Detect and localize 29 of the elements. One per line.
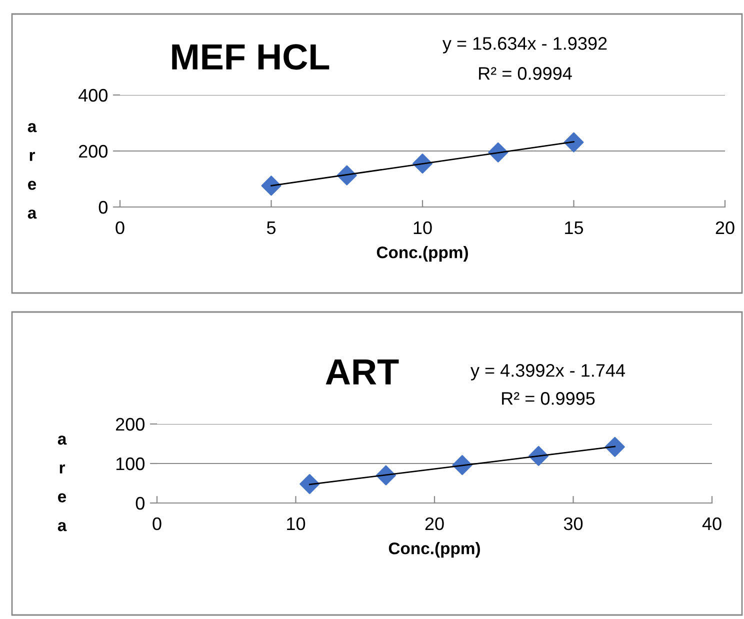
chart-title: MEF HCL <box>172 44 330 70</box>
x-axis-title: Conc.(ppm) <box>388 542 480 558</box>
x-tick-label: 5 <box>266 222 276 234</box>
y-axis-title: area <box>58 436 67 532</box>
x-tick-label: 40 <box>702 517 722 530</box>
y-axis-title: area <box>28 123 37 219</box>
y-tick-label: 200 <box>116 418 144 431</box>
point <box>261 176 282 196</box>
text: R² = 0.9994 <box>479 67 572 80</box>
point <box>604 436 625 457</box>
x-tick-label: 30 <box>564 517 583 530</box>
point <box>300 474 320 494</box>
point <box>564 132 584 152</box>
x-tick-label: 10 <box>287 517 306 530</box>
text: R² = 0.9995 <box>502 392 595 405</box>
x-tick-label: 0 <box>152 517 162 530</box>
x-axis-title: Conc.(ppm) <box>376 246 468 262</box>
chart-title: ART <box>326 359 399 384</box>
x-tick-label: 15 <box>565 222 584 234</box>
text: y = 4.3992x - 1.744 <box>470 364 626 380</box>
x-tick-label: 10 <box>414 221 432 234</box>
x-tick-label: 20 <box>716 221 734 234</box>
text: y = 15.634x - 1.9392 <box>442 37 607 54</box>
y-tick-label: 200 <box>78 144 108 158</box>
y-tick-label: 0 <box>136 496 144 510</box>
y-tick-label: 100 <box>116 457 144 470</box>
y-tick-label: 0 <box>98 200 108 214</box>
y-tick-label: 400 <box>78 88 108 102</box>
x-tick-label: 20 <box>425 517 444 530</box>
